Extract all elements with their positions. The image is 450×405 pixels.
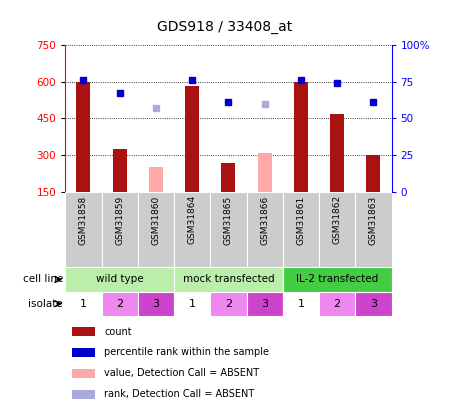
Bar	[174, 267, 283, 292]
Bar	[149, 166, 163, 192]
Text: GSM31862: GSM31862	[333, 195, 342, 245]
Text: GSM31865: GSM31865	[224, 195, 233, 245]
Text: GSM31863: GSM31863	[369, 195, 378, 245]
Text: 1: 1	[80, 299, 87, 309]
Bar	[138, 292, 174, 316]
Bar	[319, 192, 355, 267]
Bar	[65, 267, 174, 292]
Text: GSM31864: GSM31864	[188, 195, 197, 245]
Bar	[221, 163, 235, 192]
Bar	[258, 153, 271, 192]
Text: 2: 2	[333, 299, 341, 309]
Bar	[76, 81, 90, 192]
Bar	[102, 292, 138, 316]
Text: 1: 1	[297, 299, 304, 309]
Text: rank, Detection Call = ABSENT: rank, Detection Call = ABSENT	[104, 389, 255, 399]
Bar	[355, 192, 392, 267]
Bar	[247, 192, 283, 267]
Bar	[72, 327, 94, 336]
Text: GSM31866: GSM31866	[260, 195, 269, 245]
Text: value, Detection Call = ABSENT: value, Detection Call = ABSENT	[104, 369, 260, 378]
Bar	[294, 81, 308, 192]
Bar	[185, 86, 199, 192]
Text: GSM31861: GSM31861	[297, 195, 306, 245]
Bar	[366, 156, 380, 192]
Text: 2: 2	[116, 299, 123, 309]
Text: 3: 3	[261, 299, 268, 309]
Bar	[283, 292, 319, 316]
Text: wild type: wild type	[96, 275, 144, 284]
Bar	[174, 192, 210, 267]
Text: GSM31860: GSM31860	[151, 195, 160, 245]
Text: IL-2 transfected: IL-2 transfected	[296, 275, 378, 284]
Bar	[210, 192, 247, 267]
Bar	[113, 149, 126, 192]
Bar	[138, 192, 174, 267]
Bar	[174, 292, 210, 316]
Bar	[283, 267, 392, 292]
Bar	[319, 292, 355, 316]
Text: 3: 3	[370, 299, 377, 309]
Bar	[247, 292, 283, 316]
Bar	[65, 292, 102, 316]
Bar	[65, 192, 102, 267]
Bar	[283, 192, 319, 267]
Bar	[72, 369, 94, 378]
Bar	[102, 192, 138, 267]
Text: cell line: cell line	[22, 275, 63, 284]
Bar	[355, 292, 392, 316]
Text: mock transfected: mock transfected	[183, 275, 274, 284]
Bar	[72, 390, 94, 399]
Text: count: count	[104, 326, 132, 337]
Bar	[210, 292, 247, 316]
Text: 3: 3	[153, 299, 159, 309]
Bar	[72, 348, 94, 357]
Text: isolate: isolate	[28, 299, 63, 309]
Text: percentile rank within the sample: percentile rank within the sample	[104, 347, 270, 358]
Text: GSM31858: GSM31858	[79, 195, 88, 245]
Text: 2: 2	[225, 299, 232, 309]
Text: GDS918 / 33408_at: GDS918 / 33408_at	[158, 20, 292, 34]
Bar	[330, 113, 344, 192]
Text: 1: 1	[189, 299, 196, 309]
Text: GSM31859: GSM31859	[115, 195, 124, 245]
